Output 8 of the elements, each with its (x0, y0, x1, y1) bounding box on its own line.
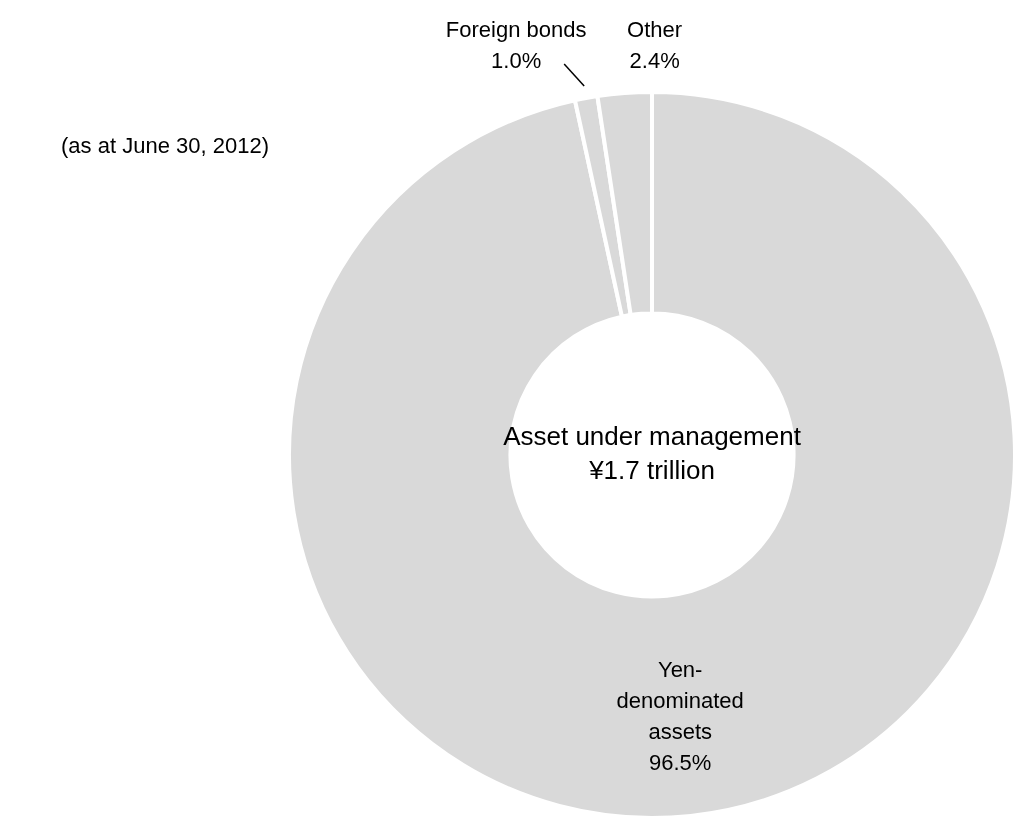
slice-label: Yen-denominated assets (616, 657, 744, 745)
slice-label: Other (627, 16, 683, 42)
text: Asset under management ¥1.7 trillion (503, 421, 802, 486)
data-label: 2.4% (629, 47, 680, 73)
text: (as at June 30, 2012) (61, 133, 269, 159)
slice-label: Foreign bonds (445, 16, 587, 42)
data-label: 96.5% (649, 750, 712, 776)
data-label: 1.0% (491, 47, 542, 73)
